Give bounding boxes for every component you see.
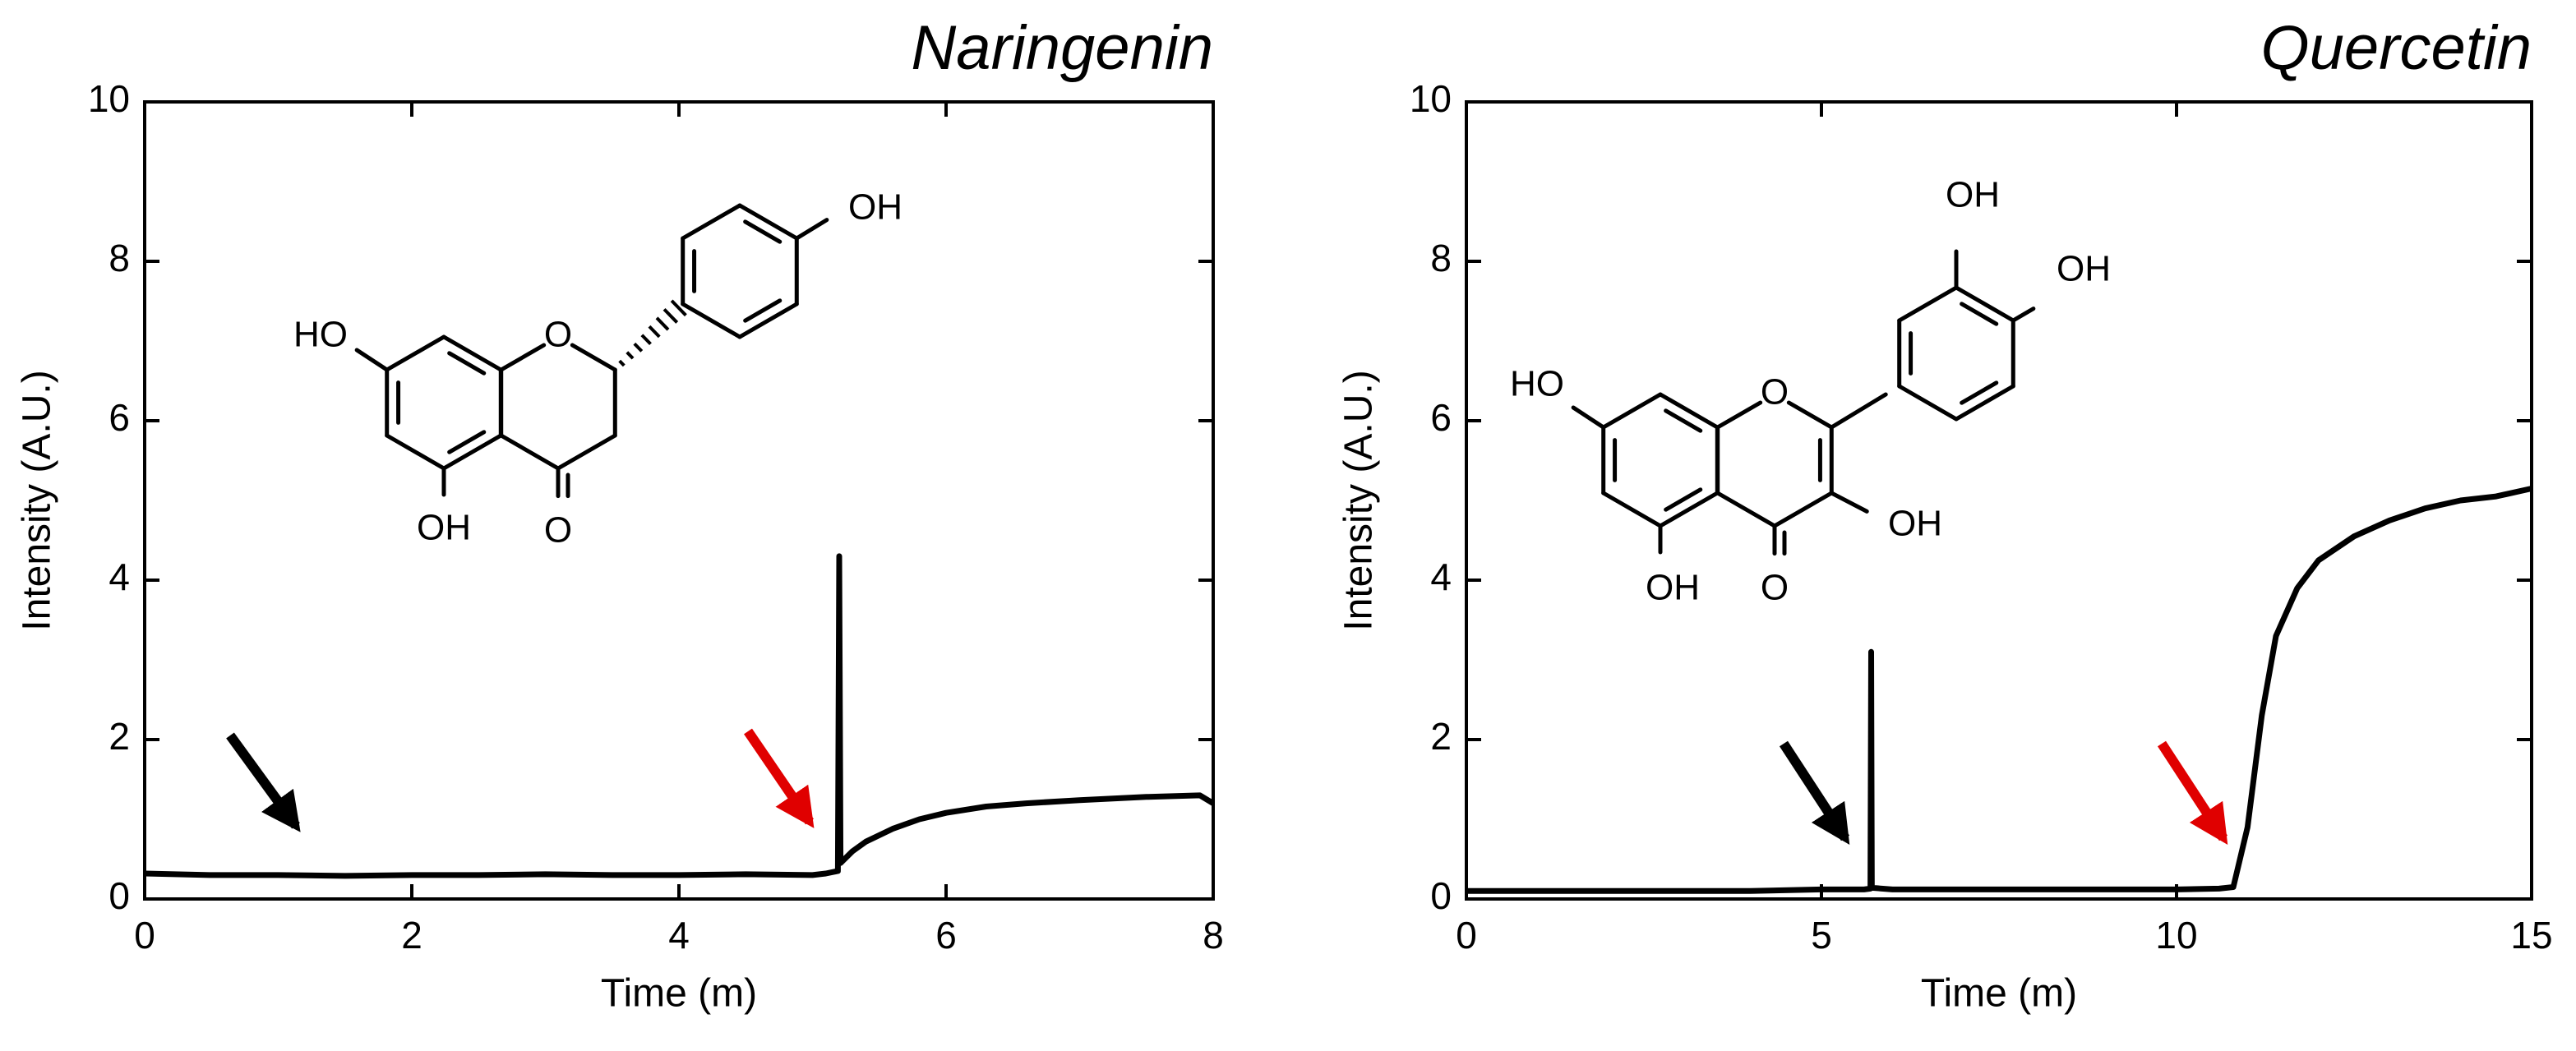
atom-label: OH (1646, 568, 1700, 608)
y-tick-label: 10 (1410, 77, 1452, 120)
hash-bond (670, 299, 687, 317)
arrow (2157, 740, 2228, 846)
bond (447, 351, 487, 376)
arrow (744, 728, 815, 828)
x-tick-label: 8 (1203, 914, 1224, 957)
x-tick-label: 2 (401, 914, 422, 957)
bond (499, 433, 561, 471)
bond (385, 334, 446, 372)
y-tick-label: 6 (1430, 396, 1452, 439)
y-tick-label: 0 (108, 874, 130, 917)
x-tick-label: 0 (134, 914, 155, 957)
plot-frame (143, 100, 1215, 901)
x-axis-label: Time (m) (601, 972, 757, 1016)
bond (556, 433, 617, 471)
x-tick-label: 0 (1456, 914, 1477, 957)
x-tick-label: 15 (2510, 914, 2552, 957)
bond (1960, 380, 1999, 405)
hash-bond (618, 359, 626, 367)
y-tick-label: 4 (1430, 555, 1452, 598)
bond (794, 218, 829, 241)
hash-bond (640, 334, 652, 346)
x-tick-label: 10 (2155, 914, 2197, 957)
data-line (144, 553, 1215, 879)
plot-frame (1465, 100, 2533, 901)
bond (441, 334, 503, 372)
bond (1897, 384, 1959, 422)
bond (743, 219, 782, 244)
bond (1897, 285, 1959, 323)
atom-label: O (544, 510, 572, 551)
bond (499, 343, 547, 372)
atom-label: OH (417, 508, 471, 548)
bond (737, 203, 799, 241)
x-axis-label: Time (m) (1921, 972, 2077, 1016)
atom-label: OH (848, 187, 903, 228)
hash-bond (648, 325, 661, 339)
y-tick-label: 0 (1430, 874, 1452, 917)
bond (681, 203, 742, 241)
y-tick-label: 10 (88, 77, 130, 120)
bond (1658, 392, 1720, 430)
bond (441, 433, 503, 471)
y-tick-label: 4 (108, 555, 130, 598)
atom-label: HO (1510, 364, 1564, 404)
bond (1715, 491, 1777, 528)
bond (1664, 408, 1703, 433)
y-tick-label: 2 (1430, 715, 1452, 758)
bond (1960, 302, 1999, 326)
hash-bond (655, 316, 670, 331)
hash-bond (662, 307, 679, 324)
bond (1772, 491, 1834, 528)
y-tick-label: 8 (1430, 237, 1452, 279)
arrow (226, 732, 301, 832)
bond (1664, 487, 1703, 512)
bond (1715, 400, 1763, 430)
atom-label: O (1761, 372, 1789, 413)
atom-label: OH (1946, 175, 2000, 215)
data-line (1466, 486, 2532, 894)
hash-bond (626, 351, 635, 360)
y-tick-label: 2 (108, 715, 130, 758)
bond (1954, 285, 2015, 323)
panel: 0 2 4 6 8 10 0 2 4 6 8 Time (m) Intensity (A.U.) Nari… (16, 13, 1224, 1016)
bond (447, 430, 487, 454)
y-tick-label: 8 (108, 237, 130, 279)
bond (385, 433, 446, 471)
panel: 0 2 4 6 8 10 0 5 10 15 Time (m) Intensity (A.U.) Que… (1337, 13, 2553, 1016)
hash-bond (633, 342, 644, 353)
atom-label: OH (1888, 504, 1942, 544)
atom-label: O (544, 315, 572, 355)
chart-title: Quercetin (2261, 13, 2532, 83)
atom-label: OH (2057, 249, 2111, 289)
bond (1786, 400, 1834, 430)
bond (1601, 491, 1663, 528)
bond (1829, 491, 1869, 514)
atom-label: O (1761, 568, 1789, 608)
atom-label: HO (293, 315, 348, 355)
y-axis-label: Intensity (A.U.) (1337, 370, 1381, 630)
bond (2010, 307, 2036, 323)
x-tick-label: 5 (1811, 914, 1832, 957)
arrow (1779, 740, 1850, 846)
x-tick-label: 4 (668, 914, 690, 957)
chart-title: Naringenin (911, 13, 1213, 83)
bond (737, 302, 799, 339)
bond (1571, 405, 1606, 430)
y-tick-label: 6 (108, 396, 130, 439)
bond (743, 298, 782, 323)
bond (1601, 392, 1663, 430)
bond (1658, 491, 1720, 528)
bond (570, 343, 617, 372)
bond (681, 302, 742, 339)
bond (1954, 384, 2015, 422)
bond (354, 348, 390, 372)
y-axis-label: Intensity (A.U.) (16, 370, 59, 630)
x-tick-label: 6 (935, 914, 957, 957)
bond (1829, 392, 1888, 430)
